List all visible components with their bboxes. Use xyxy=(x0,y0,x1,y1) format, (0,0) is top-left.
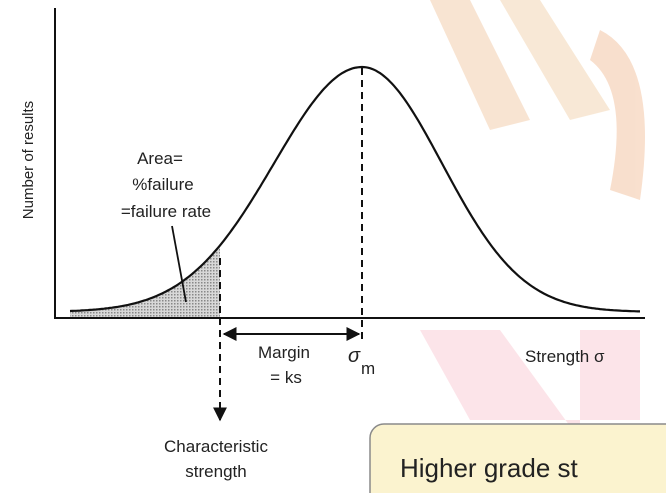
y-axis-label: Number of results xyxy=(20,101,37,219)
watermark xyxy=(420,0,645,440)
mean-symbol: σ xyxy=(348,345,361,367)
callout-box xyxy=(369,423,666,493)
callout-text: Higher grade st xyxy=(400,453,579,483)
area-label: =failure rate xyxy=(121,202,211,221)
margin-label: = ks xyxy=(270,368,302,387)
characteristic-label: strength xyxy=(185,462,246,481)
x-axis-label: Strength σ xyxy=(525,347,605,366)
area-label: %failure xyxy=(132,175,193,194)
characteristic-label: Characteristic xyxy=(164,437,268,456)
distribution-curve xyxy=(69,65,640,313)
failure-area xyxy=(70,245,220,318)
area-leader xyxy=(171,225,187,303)
mean-subscript: m xyxy=(361,359,375,378)
area-label: Area= xyxy=(137,149,183,168)
margin-label: Margin xyxy=(258,343,310,362)
